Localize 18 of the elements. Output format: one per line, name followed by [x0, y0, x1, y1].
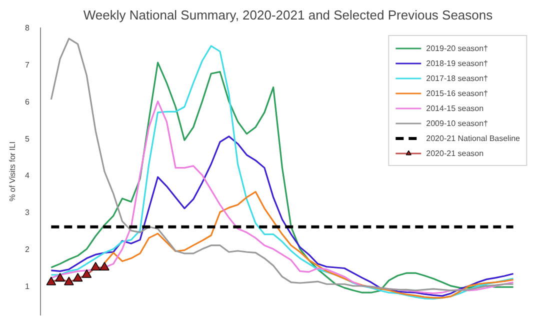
legend-label: 2019-20 season† [426, 42, 488, 54]
legend-label: 2015-16 season† [426, 88, 488, 99]
y-tick-label: 2 [25, 245, 30, 254]
y-tick-label: 7 [25, 60, 30, 70]
legend-label: 2017-18 season† [426, 72, 488, 84]
y-tick-label: 4 [25, 171, 30, 180]
legend-label: 2020-21 season [426, 148, 484, 159]
legend-label: 2009-10 season† [426, 118, 488, 129]
legend-label: 2014-15 season [426, 102, 484, 114]
y-tick-label: 5 [25, 134, 30, 144]
legend-label: 2020-21 National Baseline [426, 132, 520, 144]
y-axis-title: % of Visits for ILI [8, 142, 18, 202]
y-tick-label: 8 [25, 24, 30, 32]
legend-label: 2018-19 season† [426, 58, 488, 69]
y-tick-label: 3 [25, 208, 30, 218]
y-tick-label: 1 [25, 282, 30, 291]
chart-title: Weekly National Summary, 2020-2021 and Selected Previous Seasons [83, 8, 494, 22]
y-tick-label: 6 [25, 97, 30, 106]
